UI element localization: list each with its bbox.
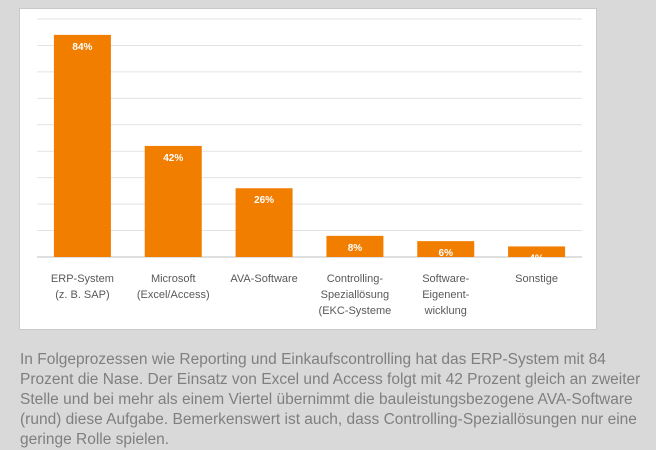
data-label: 4% — [529, 253, 544, 264]
category-label-line: Controlling- — [327, 273, 384, 285]
bar — [417, 241, 475, 257]
category-label: Sonstige — [515, 273, 558, 285]
category-label-line: wicklung — [424, 305, 467, 317]
data-label: 42% — [163, 153, 183, 164]
category-label-line: (EKC-Systeme — [319, 305, 392, 317]
category-label-line: Software- — [422, 273, 469, 285]
category-label: ERP-System (z. B. SAP) — [51, 273, 114, 301]
category-labels: ERP-System (z. B. SAP) Microsoft (Excel/Acc… — [51, 273, 558, 317]
bar-chart: 84% 42% 26% 8% 6% 4% ERP-System (z. B. SAP) Mic… — [37, 18, 582, 317]
data-label: 26% — [254, 195, 274, 206]
category-label: Controlling- Speziallösung (EKC-Systeme — [319, 273, 392, 317]
caption-text: In Folgeprozessen wie Reporting und Eink… — [20, 351, 641, 448]
category-label: AVA-Software — [230, 273, 297, 285]
bars: 84% 42% 26% 8% 6% 4% — [53, 34, 566, 264]
category-label-line: Speziallösung — [321, 289, 390, 301]
data-label: 6% — [439, 248, 454, 259]
data-label: 8% — [348, 243, 363, 254]
category-label-line: Microsoft — [151, 273, 196, 285]
category-label: Microsoft (Excel/Access) — [137, 273, 210, 301]
bar — [53, 34, 111, 257]
bar — [144, 145, 202, 257]
data-label: 84% — [72, 42, 92, 53]
category-label-line: ERP-System — [51, 273, 114, 285]
category-label: Software- Eigenent-wicklung — [422, 273, 469, 317]
category-label-line: (Excel/Access) — [137, 289, 210, 301]
bar — [326, 235, 384, 257]
category-label-line: (z. B. SAP) — [55, 289, 109, 301]
category-label-line: Eigenent- — [422, 289, 469, 301]
category-label-line: Sonstige — [515, 273, 558, 285]
gridlines — [37, 18, 582, 258]
category-label-line: AVA-Software — [230, 273, 297, 285]
bar — [235, 188, 293, 257]
bar — [508, 246, 566, 257]
chart-panel: 84% 42% 26% 8% 6% 4% ERP-System (z. B. SAP) Mic… — [19, 8, 597, 330]
